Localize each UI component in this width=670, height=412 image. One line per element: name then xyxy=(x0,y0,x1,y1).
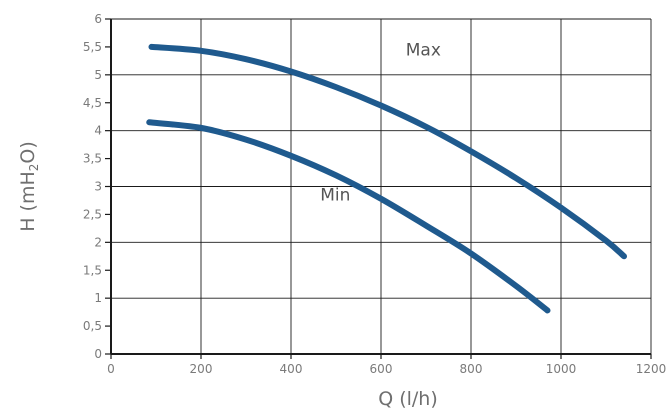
series-labels: Max Min xyxy=(320,40,441,205)
y-tick-label: 3,5 xyxy=(83,152,102,166)
x-tick-label: 600 xyxy=(370,362,393,376)
axes xyxy=(105,18,652,359)
y-tick-label: 4,5 xyxy=(83,96,102,110)
x-tick-label: 1000 xyxy=(546,362,577,376)
y-tick-label: 4 xyxy=(94,124,102,138)
y-axis-title: H (mH2O) xyxy=(17,141,41,232)
x-tick-label: 400 xyxy=(280,362,303,376)
y-tick-label: 0 xyxy=(94,347,102,361)
y-tick-label: 2,5 xyxy=(83,207,102,221)
series xyxy=(146,43,627,314)
series-line-min xyxy=(146,119,551,314)
y-tick-label: 0,5 xyxy=(83,319,102,333)
y-tick-label: 1 xyxy=(94,291,102,305)
x-tick-label: 0 xyxy=(107,362,115,376)
y-tick-label: 5 xyxy=(94,68,102,82)
series-label-min: Min xyxy=(320,185,350,205)
y-tick-label: 3 xyxy=(94,180,102,194)
series-label-max: Max xyxy=(406,40,441,60)
y-tick-label: 2 xyxy=(94,235,102,249)
y-tick-label: 1,5 xyxy=(83,263,102,277)
series-line-max xyxy=(148,43,627,260)
x-axis-title: Q (l/h) xyxy=(378,388,438,410)
x-tick-label: 200 xyxy=(190,362,213,376)
y-tick-label: 5,5 xyxy=(83,40,102,54)
tick-labels: 0 200 400 600 800 1000 1200 0 0,5 1 1,5 2 2,5 3 3,5 4 4,… xyxy=(83,12,666,376)
x-tick-label: 1200 xyxy=(636,362,667,376)
grid xyxy=(111,18,652,354)
y-tick-label: 6 xyxy=(94,12,102,26)
x-tick-label: 800 xyxy=(460,362,483,376)
